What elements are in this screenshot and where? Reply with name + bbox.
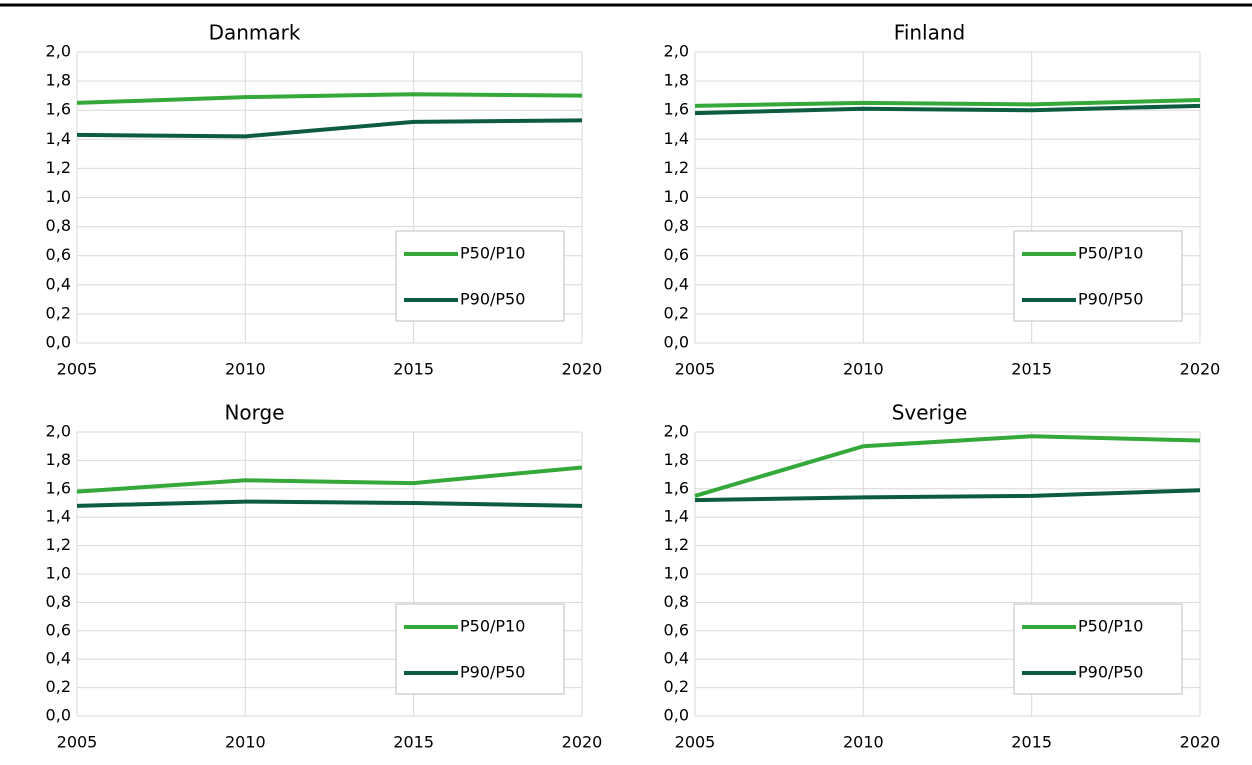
y-tick-label: 0,2 <box>664 677 689 696</box>
y-tick-label: 1,4 <box>664 129 689 148</box>
y-tick-label: 0,8 <box>46 216 71 235</box>
chart-title: Finland <box>894 21 965 45</box>
x-tick-label: 2005 <box>57 733 98 752</box>
x-tick-label: 2020 <box>1180 733 1221 752</box>
y-tick-label: 1,8 <box>664 71 689 90</box>
y-tick-label: 0,2 <box>46 303 71 322</box>
series-line <box>694 488 1201 503</box>
y-tick-label: 1,8 <box>664 450 689 469</box>
y-tick-label: 0,0 <box>664 333 689 352</box>
y-tick-label: 1,4 <box>664 507 689 526</box>
x-tick-label: 2005 <box>675 360 716 379</box>
series-line <box>694 98 1201 108</box>
x-tick-label: 2020 <box>562 360 603 379</box>
y-tick-label: 0,2 <box>664 303 689 322</box>
x-tick-label: 2015 <box>393 360 434 379</box>
y-tick-label: 2,0 <box>46 42 71 61</box>
y-tick-label: 1,2 <box>46 158 71 177</box>
legend-box <box>1013 603 1183 695</box>
y-tick-label: 0,4 <box>664 649 689 668</box>
x-tick-label: 2020 <box>562 733 603 752</box>
series-line <box>76 118 583 139</box>
legend-label: P90/P50 <box>460 663 525 682</box>
y-tick-label: 0,4 <box>46 274 71 293</box>
legend-label: P50/P10 <box>1078 244 1143 263</box>
y-tick-label: 1,0 <box>664 564 689 583</box>
x-tick-label: 2015 <box>393 733 434 752</box>
chart-title: Norge <box>224 401 284 425</box>
y-tick-label: 2,0 <box>664 42 689 61</box>
y-tick-label: 0,2 <box>46 677 71 696</box>
legend-label: P90/P50 <box>1078 290 1143 309</box>
x-tick-label: 2005 <box>675 733 716 752</box>
series-line <box>76 465 583 494</box>
legend-label: P50/P10 <box>460 244 525 263</box>
y-tick-label: 0,0 <box>46 706 71 725</box>
y-tick-label: 1,8 <box>46 71 71 90</box>
y-tick-label: 0,6 <box>46 620 71 639</box>
x-tick-label: 2010 <box>225 360 266 379</box>
x-tick-label: 2015 <box>1011 360 1052 379</box>
y-tick-label: 0,6 <box>664 245 689 264</box>
y-tick-label: 1,6 <box>46 100 71 119</box>
y-tick-label: 0,0 <box>46 333 71 352</box>
y-tick-label: 2,0 <box>46 422 71 441</box>
x-tick-label: 2005 <box>57 360 98 379</box>
series-line <box>694 434 1201 498</box>
y-tick-label: 0,8 <box>664 216 689 235</box>
y-tick-label: 0,4 <box>46 649 71 668</box>
y-tick-label: 0,6 <box>664 620 689 639</box>
y-tick-label: 0,8 <box>664 592 689 611</box>
chart-title: Sverige <box>892 401 968 425</box>
y-tick-label: 1,2 <box>664 535 689 554</box>
legend-label: P50/P10 <box>1078 617 1143 636</box>
y-tick-label: 1,8 <box>46 450 71 469</box>
x-tick-label: 2010 <box>843 733 884 752</box>
y-tick-label: 1,0 <box>664 187 689 206</box>
y-tick-label: 1,4 <box>46 129 71 148</box>
y-tick-label: 1,0 <box>46 187 71 206</box>
legend-box <box>395 230 565 322</box>
y-tick-label: 1,6 <box>664 478 689 497</box>
legend-label: P90/P50 <box>1078 663 1143 682</box>
legend-box <box>395 603 565 695</box>
y-tick-label: 1,6 <box>664 100 689 119</box>
legend-label: P90/P50 <box>460 290 525 309</box>
y-tick-label: 1,0 <box>46 564 71 583</box>
y-tick-label: 1,4 <box>46 507 71 526</box>
y-tick-label: 0,4 <box>664 274 689 293</box>
x-tick-label: 2010 <box>843 360 884 379</box>
y-tick-label: 1,6 <box>46 478 71 497</box>
y-tick-label: 1,2 <box>46 535 71 554</box>
y-tick-label: 0,0 <box>664 706 689 725</box>
series-line <box>694 103 1201 116</box>
x-tick-label: 2010 <box>225 733 266 752</box>
chart-title: Danmark <box>209 21 301 45</box>
y-tick-label: 2,0 <box>664 422 689 441</box>
y-tick-label: 0,8 <box>46 592 71 611</box>
series-line <box>76 92 583 105</box>
x-tick-label: 2015 <box>1011 733 1052 752</box>
x-tick-label: 2020 <box>1180 360 1221 379</box>
legend-label: P50/P10 <box>460 617 525 636</box>
y-tick-label: 0,6 <box>46 245 71 264</box>
y-tick-label: 1,2 <box>664 158 689 177</box>
legend-box <box>1013 230 1183 322</box>
series-line <box>76 499 583 508</box>
